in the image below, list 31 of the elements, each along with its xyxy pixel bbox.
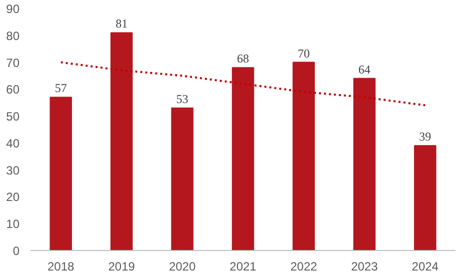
x-tick-label: 2022 xyxy=(290,260,318,274)
bar xyxy=(171,107,194,250)
x-tick-label: 2021 xyxy=(230,260,257,274)
bar xyxy=(110,32,133,250)
x-tick-label: 2019 xyxy=(108,260,136,274)
y-tick-label: 10 xyxy=(6,217,20,232)
y-tick-label: 30 xyxy=(6,163,20,178)
bar xyxy=(50,96,72,250)
x-tick-label: 2018 xyxy=(48,260,75,274)
y-tick-label: 50 xyxy=(6,110,20,124)
bar xyxy=(353,78,376,250)
x-tick-label: 2024 xyxy=(412,260,439,274)
data-label: 68 xyxy=(237,52,249,66)
data-label: 39 xyxy=(419,130,432,144)
y-tick-label: 0 xyxy=(12,244,20,258)
y-tick-label: 40 xyxy=(6,136,20,150)
data-label: 81 xyxy=(116,16,128,31)
data-label: 70 xyxy=(298,46,310,60)
data-label: 64 xyxy=(358,62,370,76)
data-label: 53 xyxy=(176,92,188,106)
x-tick-label: 2023 xyxy=(351,260,378,274)
data-label: 57 xyxy=(54,81,67,96)
x-tick-label: 2020 xyxy=(168,260,196,274)
y-tick-label: 90 xyxy=(6,2,20,16)
y-tick-label: 20 xyxy=(6,190,20,204)
y-tick-label: 80 xyxy=(6,28,20,43)
bar xyxy=(292,62,315,250)
y-tick-label: 70 xyxy=(6,56,20,70)
y-tick-label: 60 xyxy=(6,82,20,97)
bar xyxy=(232,67,254,250)
bar xyxy=(414,145,436,250)
